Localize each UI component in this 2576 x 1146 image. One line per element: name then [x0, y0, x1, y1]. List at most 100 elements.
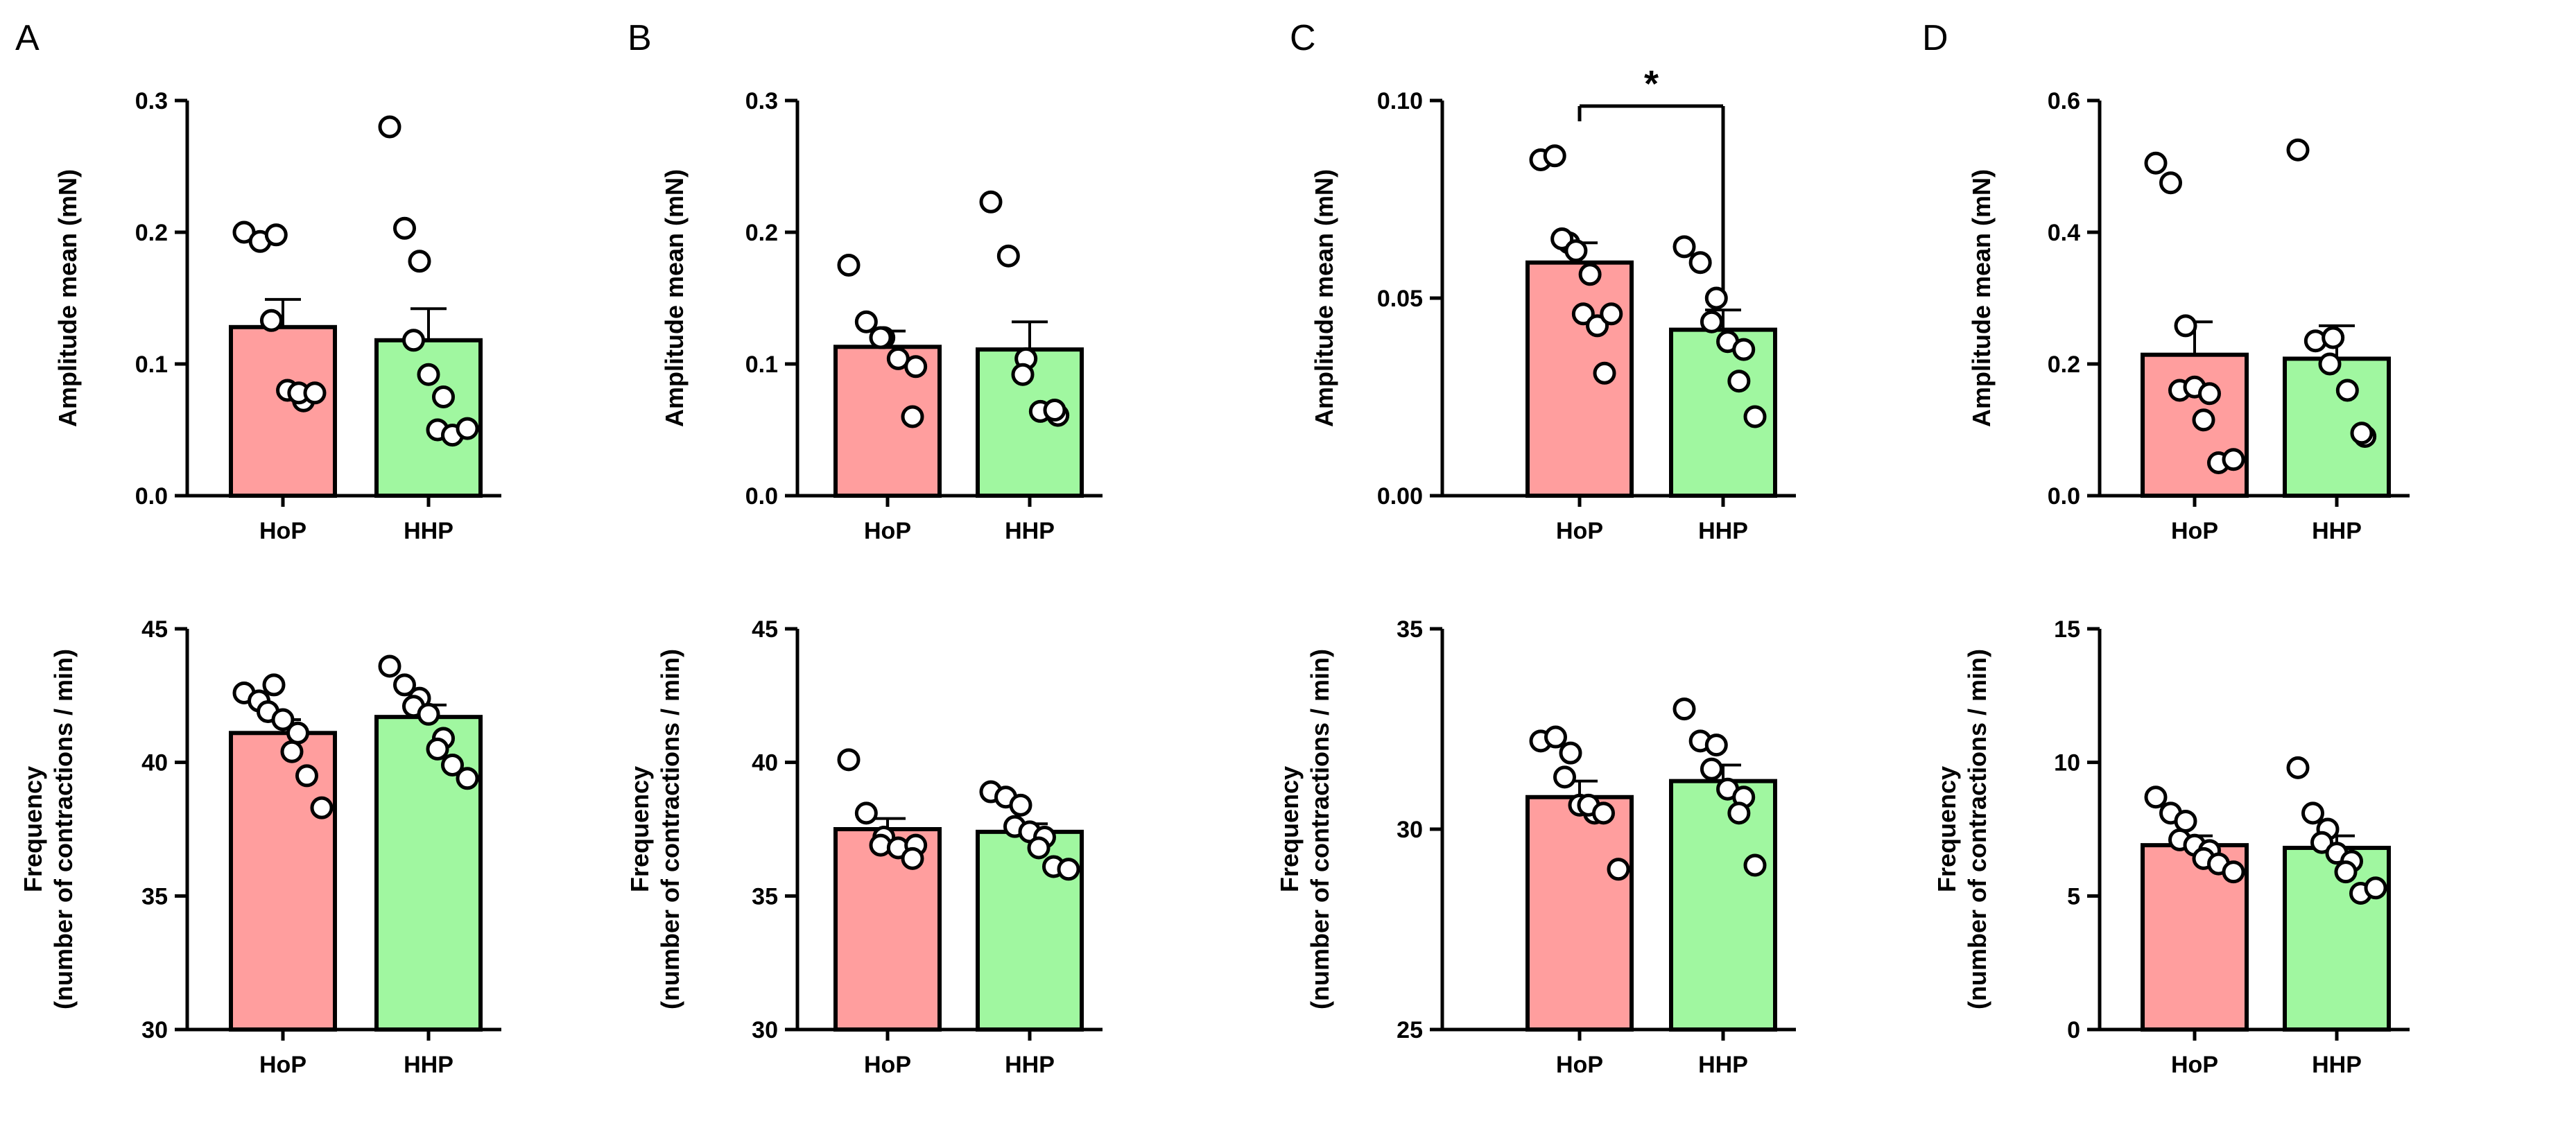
chart-a-top-point-hhp: [408, 250, 431, 273]
chart-c-bottom-point-hhp: [1700, 757, 1723, 781]
chart-a-bottom-y-tick-label: 45: [141, 616, 168, 643]
chart-d-top-y-tick-label: 0.2: [2048, 351, 2080, 378]
chart-b-top-y-tick-label: 0.1: [745, 351, 778, 378]
chart-c-bottom: HoP HHP 25 30 35 Frequency(number of contract…: [1275, 616, 1796, 1078]
chart-b-bottom-category-label-hhp: HHP: [1005, 1052, 1055, 1078]
chart-c-bottom-point-hop: [1559, 741, 1582, 765]
chart-c-top-point-hhp: [1688, 251, 1712, 275]
chart-b-top: HoP HHP 0.0 0.1 0.2 0.3 Amplitude mean (mN): [660, 88, 1103, 544]
chart-b-top-point-hhp: [979, 190, 1003, 214]
chart-c-top-category-label-hhp: HHP: [1698, 518, 1748, 544]
chart-a-bottom-y-tick-label: 35: [141, 883, 168, 910]
chart-a-bottom-point-hhp: [456, 767, 479, 790]
chart-a-top-y-label: Amplitude mean (mN): [53, 169, 82, 427]
chart-b-top-point-hop: [901, 405, 924, 428]
chart-b-bottom: HoP HHP 30 35 40 45 Frequency(number of contra…: [625, 616, 1103, 1078]
chart-d-top-point-hhp: [2350, 422, 2374, 445]
chart-b-top-y-tick-label: 0.2: [745, 220, 778, 246]
chart-c-top-point-hhp: [1743, 405, 1767, 428]
chart-b-top-y-tick-label: 0.0: [745, 483, 778, 510]
chart-a-top-y-tick-label: 0.3: [135, 88, 168, 114]
chart-b-top-y-tick-label: 0.3: [745, 88, 778, 114]
chart-a-bottom-point-hhp: [417, 702, 440, 726]
chart-c-top-point-hop: [1543, 144, 1566, 168]
chart-c-top-point-hhp: [1727, 370, 1751, 393]
chart-d-bottom-y-label-line2: (number of contractions / min): [1963, 649, 1991, 1009]
chart-b-bottom-y-label-line1: Frequency: [625, 766, 654, 892]
chart-b-bottom-category-label-hop: HoP: [864, 1052, 911, 1078]
chart-d-bottom-y-tick-label: 5: [2067, 883, 2080, 910]
chart-a-top-point-hop: [259, 309, 283, 332]
chart-b-bottom-point-hop: [837, 748, 861, 772]
chart-c-top-point-hhp: [1700, 310, 1723, 333]
chart-b-bottom-y-label-line2: (number of contractions / min): [656, 649, 684, 1009]
chart-b-top-point-hhp: [1011, 363, 1035, 386]
chart-b-top-y-label: Amplitude mean (mN): [660, 169, 689, 427]
chart-c-top-point-hop: [1600, 302, 1623, 326]
chart-a-bottom-point-hop: [262, 673, 286, 697]
chart-d-top-y-tick-label: 0.0: [2048, 483, 2080, 510]
chart-c-bottom-point-hop: [1544, 725, 1567, 749]
chart-a-bottom-y-label-line2: (number of contractions / min): [49, 649, 78, 1009]
chart-b-bottom-bar-hop: [833, 827, 942, 1032]
chart-d-top-point-hhp: [2286, 138, 2310, 162]
chart-c-top-significance-marker: *: [1644, 63, 1659, 105]
chart-d-bottom-category-label-hop: HoP: [2171, 1052, 2218, 1078]
chart-a-bottom-category-label-hhp: HHP: [404, 1052, 453, 1078]
chart-c-top: HoP HHP 0.00 0.05 0.10 Amplitude mean (mN) *: [1310, 63, 1796, 544]
chart-a-bottom-point-hhp: [426, 737, 449, 761]
chart-c-bottom-y-tick-label: 30: [1397, 817, 1423, 843]
chart-d-bottom-point-hhp: [2310, 831, 2333, 854]
chart-b-top-category-label-hop: HoP: [864, 518, 911, 544]
chart-a-bottom-point-hhp: [441, 754, 464, 777]
chart-c-top-point-hhp: [1672, 235, 1696, 259]
chart-a-bottom-y-label-line1: Frequency: [19, 766, 47, 892]
chart-d-top-point-hhp: [2318, 352, 2342, 376]
chart-a-top: HoP HHP 0.0 0.1 0.2 0.3 Amplitude mean (mN): [53, 88, 501, 544]
chart-c-bottom-point-hop: [1607, 858, 1630, 881]
chart-a-bottom-point-hop: [271, 708, 295, 731]
chart-d-top-category-label-hop: HoP: [2171, 518, 2218, 544]
chart-c-bottom-point-hhp: [1743, 853, 1767, 877]
chart-c-top-bar-hhp: [1669, 327, 1777, 498]
chart-d-top-y-tick-label: 0.4: [2048, 220, 2080, 246]
chart-c-bottom-y-label-line2: (number of contractions / min): [1306, 649, 1334, 1009]
chart-a-bottom-point-hhp: [378, 654, 401, 678]
chart-a-top-category-label-hop: HoP: [259, 518, 306, 544]
chart-d-bottom-point-hop: [2222, 860, 2245, 884]
chart-a-bottom-category-label-hop: HoP: [259, 1052, 306, 1078]
chart-d-top-point-hop: [2159, 171, 2182, 195]
chart-c-bottom-bar-hhp: [1669, 779, 1777, 1032]
chart-a-bottom-bar-hhp: [374, 715, 483, 1032]
chart-a-top-point-hhp: [393, 216, 416, 240]
chart-a-bottom: HoP HHP 30 35 40 45 Frequency(number of contra…: [19, 616, 501, 1078]
chart-d-bottom-y-label: Frequency(number of contractions / min): [1933, 649, 1991, 1009]
chart-c-top-point-hop: [1586, 314, 1609, 338]
chart-a-bottom-y-tick-label: 30: [141, 1017, 168, 1043]
chart-b-top-point-hhp: [996, 244, 1020, 268]
chart-c-top-point-hop: [1564, 239, 1588, 263]
chart-c-bottom-point-hhp: [1672, 697, 1696, 721]
chart-d-top-bar-hhp: [2283, 356, 2391, 498]
chart-d-bottom-category-label-hhp: HHP: [2312, 1052, 2362, 1078]
chart-c-bottom-y-tick-label: 25: [1397, 1017, 1423, 1043]
chart-c-top-point-hop: [1593, 361, 1616, 385]
chart-c-top-point-hop: [1571, 302, 1595, 326]
chart-c-top-category-label-hop: HoP: [1556, 518, 1603, 544]
chart-c-top-y-tick-label: 0.00: [1377, 483, 1423, 510]
chart-c-top-bar-hop: [1525, 260, 1634, 498]
chart-a-bottom-y-tick-label: 40: [141, 750, 168, 776]
chart-a-top-point-hhp: [432, 385, 455, 408]
chart-d-bottom-y-tick-label: 10: [2054, 750, 2080, 776]
chart-a-top-point-hhp: [378, 115, 401, 139]
chart-a-top-point-hhp: [402, 329, 425, 352]
chart-c-top-y-label: Amplitude mean (mN): [1310, 169, 1338, 427]
chart-a-top-y-tick-label: 0.2: [135, 220, 168, 246]
chart-b-top-category-label-hhp: HHP: [1005, 518, 1055, 544]
chart-d-bottom-point-hop: [2174, 809, 2197, 833]
chart-a-top-point-hop: [303, 381, 327, 405]
chart-a-top-point-hop: [264, 223, 288, 247]
panel-letter-a: A: [15, 18, 40, 58]
